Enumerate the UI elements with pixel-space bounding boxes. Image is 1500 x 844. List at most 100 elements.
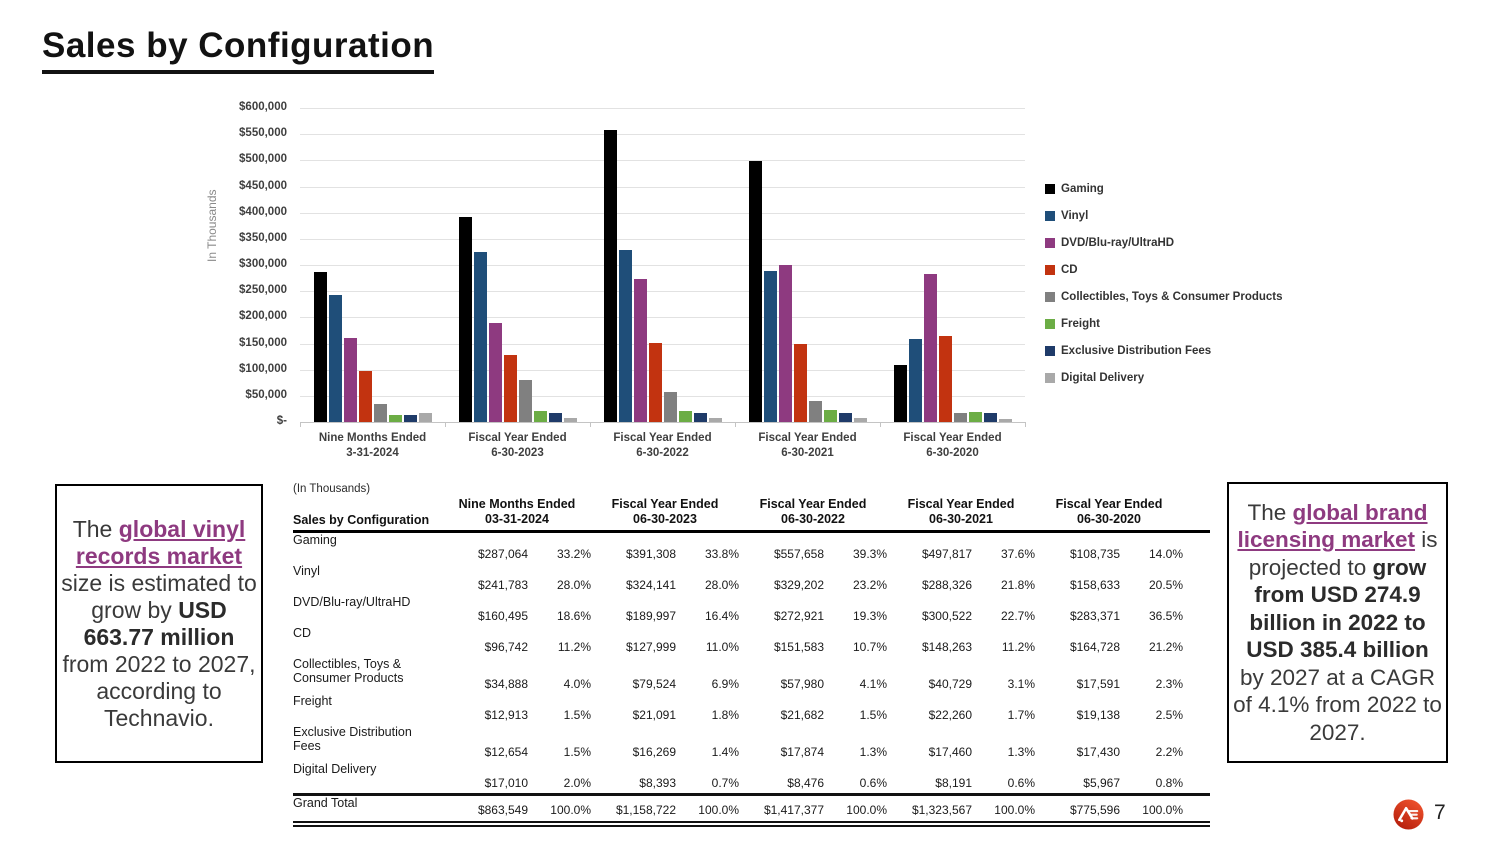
- table-cell-percent: 28.0%: [556, 578, 591, 592]
- callout-text: The: [1247, 499, 1293, 525]
- table-cell-value: $148,263: [921, 640, 972, 654]
- legend-item-cd: CD: [1045, 264, 1283, 276]
- bar-vinyl: [618, 250, 632, 422]
- table-cell-value: $241,783: [477, 578, 528, 592]
- table-cell-percent: 1.7%: [1007, 708, 1035, 722]
- table-cell-percent: 21.2%: [1148, 640, 1183, 654]
- table-cell-value: $8,476: [787, 776, 824, 790]
- callout-vinyl-market: The global vinyl records market size is …: [55, 484, 263, 763]
- bar-collectibles-toys-consumer-products: [808, 401, 822, 422]
- table-cell-value: $160,495: [477, 609, 528, 623]
- table-header: Sales by Configuration Nine Months Ended…: [293, 497, 1210, 533]
- table-cell-value: $164,728: [1069, 640, 1120, 654]
- bar-digital-delivery: [708, 418, 722, 422]
- page-number: 7: [1434, 801, 1446, 824]
- table-cell-percent: 20.5%: [1148, 578, 1183, 592]
- callout-brand-licensing-text: The global brand licensing market is pro…: [1229, 497, 1446, 749]
- bar-dvd-blu-ray-ultrahd: [343, 338, 357, 422]
- table-cell-percent: 37.6%: [1000, 547, 1035, 561]
- bar-exclusive-distribution-fees: [838, 413, 852, 422]
- callout-text: The: [72, 515, 119, 542]
- bar-exclusive-distribution-fees: [548, 413, 562, 422]
- table-cell-value: $189,997: [625, 609, 676, 623]
- table-cell-value: $22,260: [928, 708, 972, 722]
- gridline: [300, 395, 1025, 397]
- x-axis-category-label: Fiscal Year Ended 6-30-2020: [903, 432, 1002, 459]
- table-cell-value: $17,460: [928, 745, 972, 759]
- bar-digital-delivery: [853, 418, 867, 422]
- y-tick-label: $500,000: [239, 153, 287, 166]
- table-cell-value: $283,371: [1069, 609, 1120, 623]
- table-cell-percent: 11.2%: [557, 640, 591, 654]
- table-row-label: CD: [293, 626, 312, 640]
- bar-vinyl: [473, 252, 487, 422]
- table-cell-value: $12,654: [484, 745, 528, 759]
- callout-brand-licensing: The global brand licensing market is pro…: [1227, 482, 1448, 763]
- table-cell-value: $288,326: [921, 578, 972, 592]
- bar-freight: [968, 412, 982, 422]
- table-column-header: Fiscal Year Ended 06-30-2022: [759, 497, 867, 526]
- table-cell-percent: 4.1%: [859, 677, 887, 691]
- table-cell-value: $391,308: [625, 547, 676, 561]
- table-column-header: Fiscal Year Ended 06-30-2021: [907, 497, 1015, 526]
- x-axis-category-label: Nine Months Ended 3-31-2024: [318, 432, 427, 459]
- x-axis-tick: [880, 422, 881, 427]
- table-cell-percent: 33.8%: [704, 547, 739, 561]
- gridline: [300, 160, 1025, 162]
- bar-dvd-blu-ray-ultrahd: [778, 265, 792, 422]
- table-cell-value: $12,913: [484, 708, 528, 722]
- bar-digital-delivery: [418, 413, 432, 422]
- table-row: Digital Delivery $17,010 2.0% $8,393 0.7% $8,…: [293, 762, 1210, 793]
- legend-swatch-icon: [1045, 319, 1055, 329]
- bar-exclusive-distribution-fees: [693, 413, 707, 422]
- bar-cd: [358, 371, 372, 422]
- callout-text: USD 663.77 million: [83, 596, 235, 650]
- table-cell-value: $1,158,722: [615, 803, 676, 817]
- bar-gaming: [458, 217, 472, 422]
- table-cell-value: $79,524: [632, 677, 676, 691]
- gridline: [300, 212, 1025, 214]
- bar-dvd-blu-ray-ultrahd: [923, 274, 937, 422]
- legend-label: DVD/Blu-ray/UltraHD: [1061, 237, 1175, 249]
- table-cell-percent: 4.0%: [563, 677, 591, 691]
- callout-text: size is estimated to grow by: [61, 569, 257, 623]
- table-cell-value: $40,729: [928, 677, 972, 691]
- table-row-label: DVD/Blu-ray/UltraHD: [293, 595, 411, 609]
- table-cell-value: $8,393: [639, 776, 676, 790]
- table-cell-percent: 0.6%: [859, 776, 887, 790]
- bar-group: [590, 108, 735, 422]
- table-cell-value: $34,888: [484, 677, 528, 691]
- table-cell-percent: 6.9%: [711, 677, 739, 691]
- bar-freight: [388, 415, 402, 422]
- callout-highlight-text[interactable]: global brand licensing market: [1237, 499, 1428, 553]
- table-row-label: Grand Total: [293, 796, 358, 810]
- gridline: [300, 134, 1025, 136]
- table-row-label: Digital Delivery: [293, 762, 377, 776]
- table-cell-percent: 2.5%: [1155, 708, 1183, 722]
- y-tick-label: $250,000: [239, 284, 287, 297]
- legend-swatch-icon: [1045, 184, 1055, 194]
- bar-vinyl: [328, 295, 342, 422]
- bar-group: [445, 108, 590, 422]
- x-axis-category-label: Fiscal Year Ended 6-30-2023: [468, 432, 567, 459]
- bar-group: [300, 108, 445, 422]
- bar-freight: [823, 410, 837, 422]
- bar-cd: [503, 355, 517, 422]
- table-cell-value: $1,323,567: [911, 803, 972, 817]
- table-cell-value: $8,191: [935, 776, 972, 790]
- callout-highlight-text[interactable]: global vinyl records market: [75, 515, 246, 569]
- legend-swatch-icon: [1045, 238, 1055, 248]
- bar-gaming: [893, 365, 907, 422]
- table-cell-value: $21,682: [780, 708, 824, 722]
- table-cell-percent: 2.0%: [563, 776, 591, 790]
- table-cell-percent: 1.5%: [563, 708, 591, 722]
- table-cell-percent: 1.4%: [711, 745, 739, 759]
- table-row: Grand Total $863,549 100.0% $1,158,722 100.0…: [293, 793, 1210, 827]
- gridline: [300, 108, 1025, 109]
- table-cell-percent: 21.8%: [1000, 578, 1035, 592]
- legend-swatch-icon: [1045, 292, 1055, 302]
- gridline: [300, 291, 1025, 293]
- table-cell-value: $324,141: [625, 578, 676, 592]
- table-cell-value: $108,735: [1069, 547, 1120, 561]
